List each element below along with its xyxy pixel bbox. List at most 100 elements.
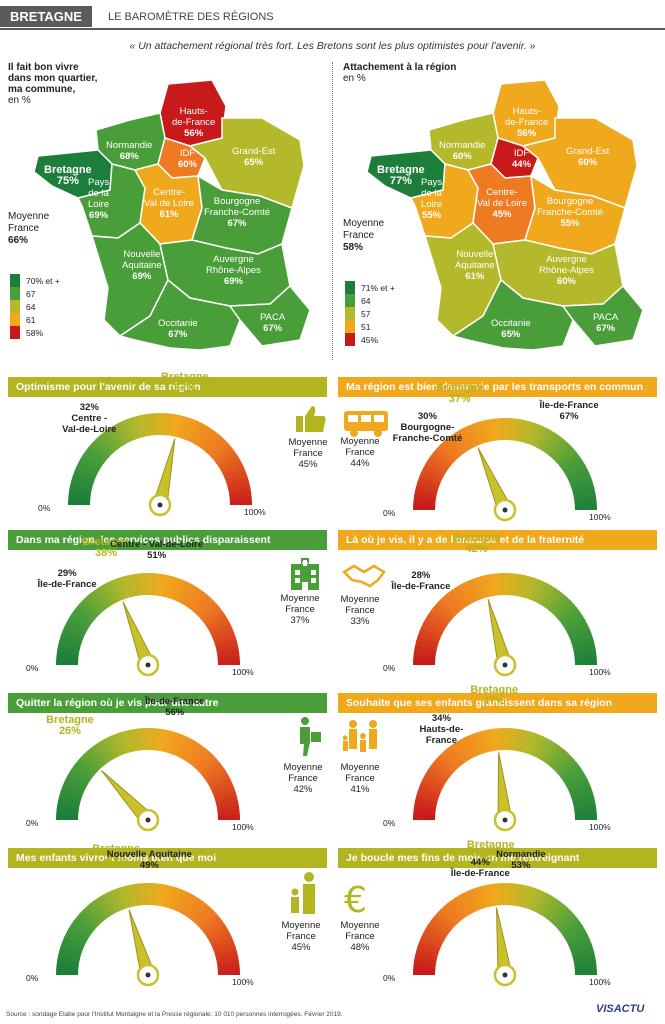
quote: « Un attachement régional très fort. Les…	[129, 40, 536, 52]
high-label: Nouvelle Aquitaine 49%	[94, 849, 204, 871]
gauge-arc-segment	[485, 883, 495, 907]
gauge-arc-segment	[414, 954, 437, 965]
gauge-arc-segment	[204, 433, 223, 454]
gauge-arc-segment	[68, 489, 92, 498]
gauge-arc-segment	[208, 774, 231, 790]
gauge-arc-segment	[413, 969, 436, 975]
gauge-arc-segment	[472, 577, 485, 600]
gauge-arc-segment	[57, 799, 80, 810]
gauge-arc-segment	[202, 917, 224, 935]
average-name: France	[285, 604, 315, 615]
gauge-arc-segment	[485, 728, 495, 752]
gauge-arc-segment	[495, 418, 503, 441]
gauge-arc-segment	[74, 466, 97, 480]
gauge-arc-segment	[128, 883, 138, 907]
map-left-title-line: Il fait bon vivre	[8, 62, 79, 73]
high-value: 51%	[147, 550, 167, 562]
gauge-arc-segment	[413, 964, 436, 972]
gauge-arc-segment	[563, 459, 586, 476]
average-name: Moyenne	[340, 762, 380, 773]
gauge-arc-segment	[574, 815, 597, 820]
average-name: Moyenne	[340, 920, 380, 931]
low-label: 44% Île-de-France	[435, 857, 525, 879]
gauge-arc-segment	[192, 593, 211, 614]
gauge-arc-segment	[500, 728, 507, 751]
gauge-hub	[148, 493, 172, 517]
avg-label: Moyenne	[8, 211, 50, 222]
gauge-arc-segment	[536, 738, 552, 760]
gauge-arc-segment	[75, 462, 99, 477]
gauge-arc-segment	[512, 418, 521, 442]
highlight-name: Bretagne	[82, 536, 130, 548]
handshake-icon	[342, 564, 386, 588]
gauge-arc-segment	[58, 795, 81, 806]
gauge-arc-segment	[574, 810, 597, 818]
low-value: 30%	[417, 410, 437, 422]
gauge-arc-segment	[151, 728, 159, 751]
gauge-arc-segment	[572, 796, 596, 807]
gauge-arc-segment	[572, 486, 596, 497]
gauge-arc-segment	[530, 734, 544, 757]
label-bourgogne: Bourgogne Franche-Comté 55%	[537, 196, 603, 229]
gauge-arc-segment	[68, 923, 90, 940]
gauge-arc-segment	[200, 758, 221, 777]
gauge-arc-segment	[200, 913, 221, 932]
map-left-title-line: dans mon quartier,	[8, 73, 98, 84]
gauge-arc-segment	[88, 442, 109, 461]
gauge-arc-segment	[169, 887, 183, 910]
gauge-arc-segment	[217, 815, 240, 820]
gauge-arc-segment	[549, 748, 568, 769]
gauge-hub-dot	[502, 972, 508, 978]
gauge-max-label: 100%	[589, 667, 611, 677]
gauge-arc-segment	[217, 970, 240, 975]
gauge-arc-segment	[571, 481, 595, 493]
gauge-arc-segment	[413, 654, 436, 662]
gauge-arc-segment	[86, 747, 105, 768]
gauge-arc-segment	[533, 425, 548, 449]
gauge-arc-segment	[573, 955, 597, 965]
gauge-arc-segment	[570, 477, 593, 490]
gauge-arc-segment	[439, 440, 459, 461]
gauge-arc-segment	[568, 472, 592, 486]
gauge-arc-segment	[216, 955, 240, 965]
gauge-arc-segment	[179, 738, 195, 760]
high-name: Île-de-France	[539, 399, 599, 411]
gauge-arc-segment	[500, 573, 507, 596]
average-name: France	[293, 448, 323, 459]
gauge-arc-segment	[176, 735, 191, 759]
low-name: Centre -	[71, 412, 108, 424]
label-bretagne: Bretagne 75%	[44, 164, 92, 187]
gauge-arc-segment	[505, 418, 511, 441]
map-right	[366, 79, 644, 351]
gauge-min-label: 0%	[383, 818, 396, 828]
gauge-arc-segment	[63, 932, 87, 947]
label-idf: IDF 44%	[512, 148, 532, 170]
gauge-arc-segment	[186, 897, 204, 919]
gauge-arc-segment	[433, 602, 454, 621]
gauge-arc-segment	[574, 960, 597, 969]
gauge-arc-segment	[215, 641, 239, 652]
gauge-arc-segment	[427, 919, 449, 937]
gauge-arc-segment	[495, 573, 503, 596]
gauge-arc-segment	[454, 429, 471, 452]
gauge-arc-segment	[151, 883, 159, 906]
gauge-min-label: 0%	[38, 503, 51, 513]
gauge-arc-segment	[481, 729, 492, 753]
gauge-arc-segment	[211, 937, 235, 951]
gauge-arc-segment	[162, 730, 173, 753]
gauge-arc-segment	[574, 655, 597, 663]
gauge-arc-segment	[570, 787, 593, 800]
map-right-legend: 71% et + 64 57 51 45%	[345, 281, 395, 346]
gauge-arc-segment	[543, 742, 561, 764]
gauge-arc-segment	[565, 929, 588, 945]
gauge-arc-segment	[200, 603, 221, 622]
gauge-arc-segment	[70, 609, 92, 627]
gauge-arc-segment	[416, 790, 439, 802]
gauge-arc-segment	[423, 463, 445, 479]
map-left	[33, 79, 311, 351]
gauge-arc-segment	[189, 900, 207, 922]
gauge-arc-segment	[76, 912, 97, 931]
gauge-arc-segment	[162, 885, 173, 908]
gauge-arc-segment	[63, 777, 87, 792]
gauge-arc-segment	[570, 942, 593, 955]
